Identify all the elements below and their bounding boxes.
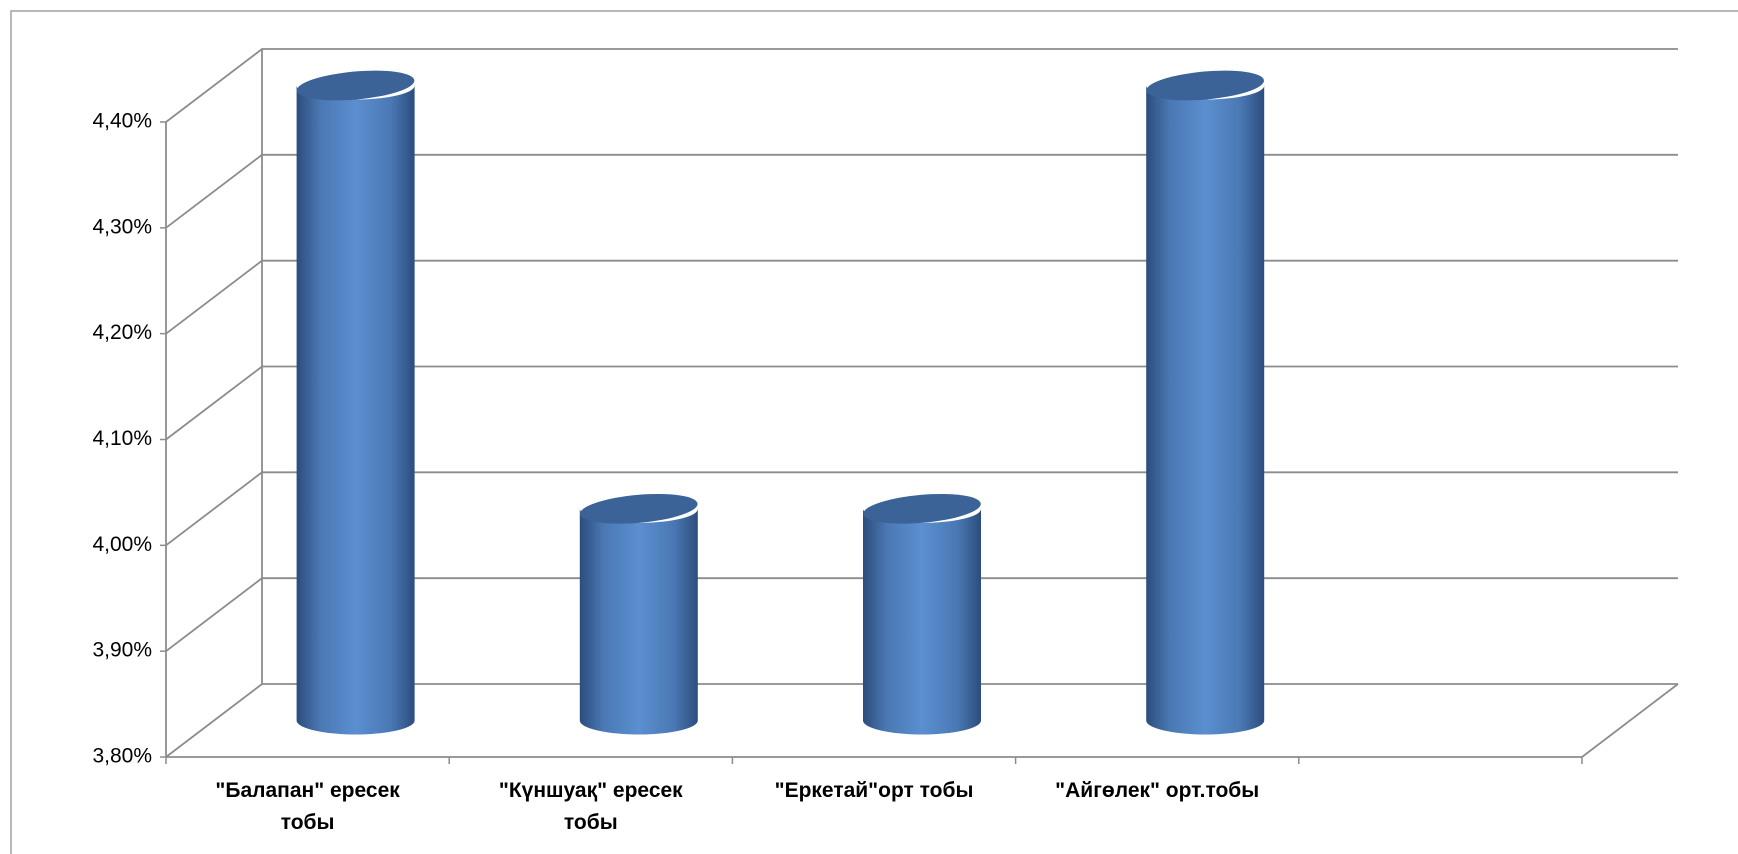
grid-line — [165, 48, 1678, 123]
chart-border — [10, 10, 1738, 854]
y-tick-label: 4,30% — [92, 215, 152, 238]
x-tick-label: "Еркетай"орт тобы — [774, 779, 974, 802]
bar-body — [863, 508, 981, 735]
x-tick-label: "Айгөлек" орт.тобы — [1055, 779, 1260, 802]
bar-top — [863, 493, 981, 524]
x-tick-label: "Балапан" ересек тобы — [215, 779, 400, 834]
bar-body — [579, 508, 698, 735]
bar — [579, 493, 698, 735]
y-tick-label: 3,90% — [92, 639, 152, 662]
bar-top — [296, 70, 415, 101]
bar-top — [580, 493, 698, 524]
y-tick-label: 4,10% — [92, 427, 152, 450]
x-tick-label: "Күншуақ" ересек тобы — [498, 779, 683, 834]
y-tick-label: 4,20% — [92, 321, 152, 344]
bar-top — [1146, 70, 1264, 101]
y-tick-label: 3,80% — [92, 745, 152, 768]
bar — [296, 70, 415, 735]
bar-body — [296, 85, 415, 735]
bar — [1146, 70, 1265, 735]
y-tick-label: 4,40% — [92, 110, 152, 133]
bar — [863, 493, 981, 735]
y-tick-label: 4,00% — [92, 533, 152, 556]
bar-body — [1146, 85, 1265, 735]
floor-right-edge — [1581, 683, 1679, 758]
